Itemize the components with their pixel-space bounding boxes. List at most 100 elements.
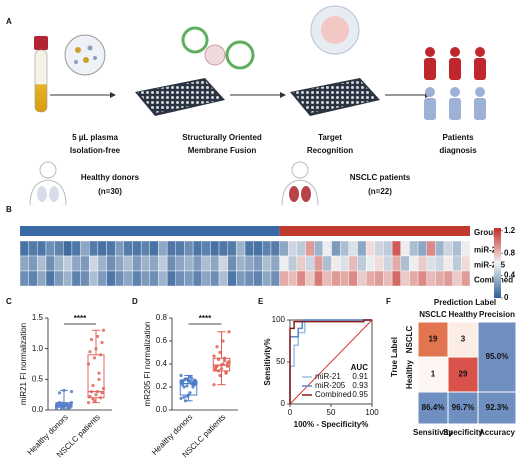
- heat-cell: [417, 270, 427, 287]
- heat-cell: [19, 240, 29, 257]
- step-caption: Recognition: [307, 146, 353, 155]
- data-point: [98, 396, 103, 400]
- heat-cell: [89, 255, 99, 272]
- heat-cell: [270, 270, 280, 287]
- data-point: [97, 377, 101, 381]
- heat-cell: [80, 270, 90, 287]
- heat-cell: [409, 270, 419, 287]
- row-label: miR-21: [474, 246, 501, 255]
- legend-label: Combined: [315, 390, 351, 399]
- heat-cell: [97, 270, 107, 287]
- data-point: [89, 390, 94, 394]
- heat-cell: [45, 270, 55, 287]
- heat-cell: [365, 270, 376, 287]
- metric-name: Accuracy: [479, 428, 516, 437]
- y-tick-label: 0.4: [156, 359, 168, 368]
- row-label: Group: [474, 228, 498, 237]
- heat-cell: [114, 240, 125, 257]
- heat-cell: [227, 255, 237, 272]
- y-axis-label: Sensitivity%: [263, 338, 272, 385]
- heat-cell: [357, 240, 367, 257]
- heat-cell: [279, 255, 289, 272]
- step-caption: diagnosis: [439, 146, 477, 155]
- heat-cell: [331, 270, 341, 287]
- data-point: [91, 383, 95, 388]
- data-point: [95, 334, 100, 338]
- row-label: miR-205: [474, 261, 506, 270]
- heat-cell: [140, 270, 151, 287]
- heat-cell: [166, 270, 176, 287]
- heat-cell: [452, 255, 462, 272]
- heat-cell: [89, 270, 99, 287]
- heat-cell: [417, 240, 427, 257]
- group-name: NSCLC patients: [350, 173, 411, 182]
- heat-cell: [149, 255, 159, 272]
- y-tick-label: 0.0: [32, 405, 44, 414]
- heat-cell: [443, 255, 453, 272]
- row-label: Healthy: [405, 360, 414, 389]
- data-point: [224, 370, 228, 374]
- heat-cell: [71, 255, 81, 272]
- heat-cell: [244, 240, 254, 257]
- colorbar-tick-label: 0.8: [504, 248, 516, 257]
- heat-cell: [45, 240, 55, 257]
- heat-cell: [322, 270, 332, 287]
- heat-cell: [400, 270, 410, 287]
- step-caption: Patients: [442, 133, 474, 142]
- heat-cell: [54, 240, 64, 257]
- heat-cell: [236, 240, 246, 257]
- heat-cell: [123, 240, 133, 257]
- group-n: (n=30): [98, 187, 122, 196]
- legend-auc: 0.93: [352, 381, 368, 390]
- reference-line: [289, 319, 373, 405]
- metric-name: Specificity: [443, 428, 484, 437]
- colorbar-tick-label: 0.4: [504, 271, 516, 280]
- heat-cell: [71, 270, 81, 287]
- data-point: [222, 356, 227, 360]
- x-tick-label: 50: [327, 408, 336, 417]
- heat-cell: [426, 240, 436, 257]
- heat-cell: [158, 240, 168, 257]
- y-tick-label: 50: [276, 357, 285, 366]
- heat-cell: [409, 240, 419, 257]
- heat-cell: [63, 255, 73, 272]
- heat-cell: [305, 270, 315, 287]
- heat-cell: [218, 270, 228, 287]
- data-point: [179, 396, 183, 401]
- heat-cell: [80, 255, 90, 272]
- data-point: [218, 350, 222, 355]
- data-point: [191, 385, 195, 389]
- heat-cell: [132, 240, 142, 257]
- metric-value: 95.0%: [486, 352, 509, 361]
- heat-cell: [37, 255, 47, 272]
- data-point: [95, 390, 100, 394]
- heat-cell: [63, 240, 73, 257]
- heat-cell: [262, 240, 272, 257]
- legend-auc: 0.95: [352, 390, 368, 399]
- heat-cell: [288, 270, 298, 287]
- heat-cell: [305, 255, 315, 272]
- data-point: [100, 340, 104, 345]
- step-caption: Structurally Oriented: [182, 133, 262, 142]
- heat-cell: [391, 240, 401, 257]
- heat-cell: [374, 255, 384, 272]
- data-point: [219, 363, 224, 367]
- data-point: [62, 388, 66, 392]
- panel-label: D: [132, 297, 138, 306]
- heat-cell: [201, 270, 211, 287]
- heat-cell: [288, 240, 298, 257]
- heat-cell: [374, 240, 384, 257]
- data-point: [94, 347, 98, 351]
- panel-label: E: [258, 297, 264, 306]
- metric-cell: [477, 391, 517, 425]
- matrix-value: 3: [461, 335, 466, 344]
- heat-cell: [184, 240, 194, 257]
- group-bar: [279, 226, 470, 236]
- heat-cell: [365, 255, 376, 272]
- heat-cell: [426, 270, 436, 287]
- step-caption: 5 µL plasma: [72, 133, 118, 142]
- step-caption: Target: [318, 133, 342, 142]
- heat-cell: [54, 255, 64, 272]
- data-point: [101, 328, 106, 332]
- data-point: [185, 384, 189, 388]
